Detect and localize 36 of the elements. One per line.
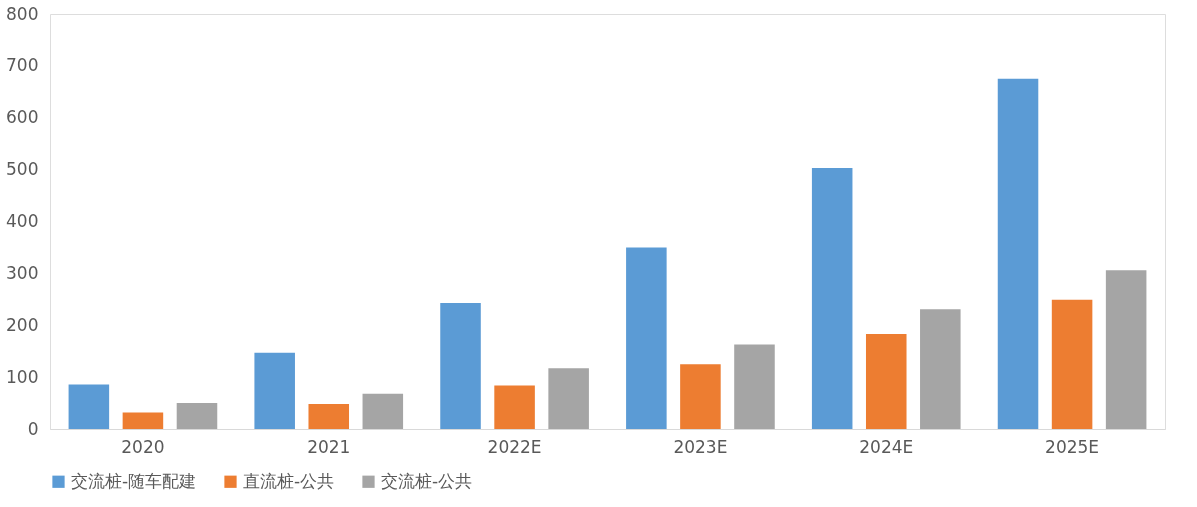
- y-tick-label: 600: [6, 107, 39, 128]
- y-tick-label: 800: [6, 3, 39, 24]
- y-tick-label: 200: [6, 314, 39, 335]
- x-tick-label: 2022E: [487, 436, 542, 457]
- bar: [865, 334, 907, 429]
- bar: [734, 344, 775, 429]
- bar: [440, 302, 481, 429]
- bar: [68, 384, 110, 429]
- bar: [176, 403, 218, 429]
- y-tick-label: 400: [6, 211, 39, 231]
- legend-label: 直流桩-公共: [243, 470, 335, 491]
- y-tick-label: 500: [6, 159, 39, 180]
- y-tick-label: 0: [27, 418, 39, 439]
- bar: [494, 385, 535, 429]
- bar: [254, 352, 295, 429]
- bar: [920, 309, 961, 429]
- x-tick-label: 2021: [307, 436, 351, 457]
- x-tick-label: 2023E: [673, 436, 728, 457]
- legend-label: 交流桩-随车配建: [71, 470, 197, 491]
- bar: [308, 404, 350, 429]
- bar: [362, 393, 404, 429]
- bar: [811, 168, 853, 429]
- legend-label: 交流桩-公共: [381, 470, 473, 491]
- y-tick-label: 300: [6, 262, 39, 283]
- bar: [680, 364, 721, 429]
- x-tick-label: 2020: [121, 436, 165, 457]
- bar: [548, 368, 589, 429]
- x-tick-label: 2025E: [1045, 436, 1100, 457]
- bar: [122, 412, 164, 429]
- y-tick-label: 100: [6, 366, 39, 387]
- y-tick-label: 700: [6, 55, 39, 76]
- bar: [1105, 270, 1147, 429]
- x-tick-label: 2024E: [859, 436, 914, 457]
- bar: [1051, 299, 1093, 429]
- bar: [626, 247, 667, 429]
- bar: [997, 78, 1039, 429]
